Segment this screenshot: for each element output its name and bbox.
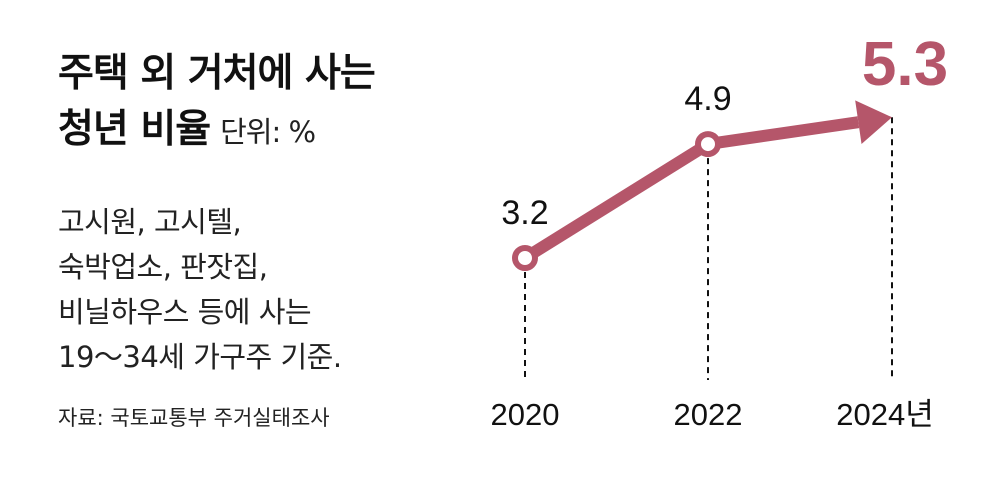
description-line: 비닐하우스 등에 사는: [58, 295, 312, 329]
description-line: 숙박업소, 판잣집,: [58, 250, 268, 284]
title-line-1: 주택 외 거처에 사는: [58, 51, 376, 96]
data-label: 3.2: [501, 194, 548, 232]
series-line-segment: [521, 139, 712, 264]
source-note: 자료: 국토교통부 주거실태조사: [58, 406, 330, 430]
data-point: [512, 245, 538, 271]
x-tick-label: 2024년: [836, 397, 933, 432]
data-point: [695, 131, 721, 158]
data-label: 4.9: [684, 80, 731, 118]
description-line: 고시원, 고시텔,: [58, 205, 242, 239]
description-line: 19～34세 가구주 기준.: [58, 340, 342, 374]
series-line-segment: [707, 116, 860, 151]
description: 고시원, 고시텔, 숙박업소, 판잣집, 비닐하우스 등에 사는 19～34세 …: [58, 200, 342, 380]
unit-label: 단위: %: [220, 115, 316, 149]
x-tick-label: 2022: [674, 397, 743, 432]
title-line-2: 청년 비율: [58, 107, 211, 152]
x-tick-label: 2020: [491, 397, 560, 432]
arrow-head: [855, 100, 892, 144]
data-label: 5.3: [862, 30, 948, 99]
chart-title: 주택 외 거처에 사는 청년 비율 단위: %: [58, 46, 376, 160]
